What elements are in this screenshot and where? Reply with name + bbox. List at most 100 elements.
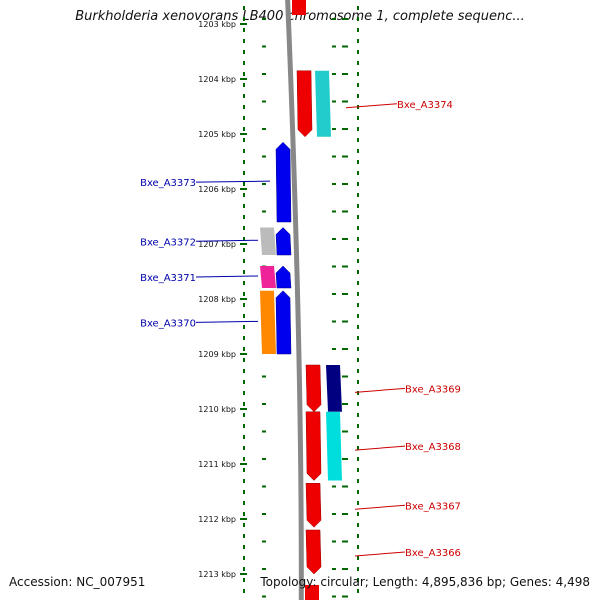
inner-tick-mark <box>262 100 266 103</box>
ruler-label: 1207 kbp <box>198 240 236 249</box>
inner-tick-mark <box>332 540 336 543</box>
left-border-dot <box>243 358 245 362</box>
right-border-dot <box>357 391 359 395</box>
right-border-dot <box>357 314 359 318</box>
left-border-dot <box>243 501 245 505</box>
inner-tick-mark <box>342 128 348 130</box>
gene-arrow-reverse <box>275 265 292 289</box>
right-border-dot <box>357 578 359 582</box>
left-border-dot <box>243 160 245 164</box>
ruler-tick <box>240 463 247 465</box>
left-border-dot <box>243 347 245 351</box>
gene-leader-line <box>354 445 406 451</box>
gene-leader-line <box>195 275 259 278</box>
right-border-dot <box>357 149 359 153</box>
left-border-dot <box>243 127 245 131</box>
ruler-tick <box>240 23 247 25</box>
left-border-dot <box>243 237 245 241</box>
right-border-dot <box>357 501 359 505</box>
accession-text: Accession: NC_007951 <box>9 575 146 589</box>
left-border-dot <box>243 28 245 32</box>
right-border-dot <box>357 237 359 241</box>
inner-tick-mark <box>342 73 348 75</box>
inner-tick-mark <box>262 18 266 20</box>
left-border-dot <box>243 523 245 527</box>
inner-tick-mark <box>332 238 336 240</box>
ruler-tick <box>240 408 247 410</box>
inner-tick-mark <box>332 513 336 515</box>
ruler-label: 1208 kbp <box>198 295 236 304</box>
right-border-dot <box>357 303 359 307</box>
gene-label: Bxe_A3370 <box>140 318 196 329</box>
inner-tick-mark <box>342 485 348 488</box>
feature-blocks <box>260 70 342 481</box>
feature-block <box>260 227 276 255</box>
inner-tick-mark <box>342 210 348 213</box>
gene-label: Bxe_A3368 <box>405 442 461 453</box>
inner-tick-mark <box>262 128 266 130</box>
left-border-dot <box>243 314 245 318</box>
left-border-dot <box>243 578 245 582</box>
inner-tick-mark <box>342 45 348 48</box>
inner-tick-mark <box>342 265 348 268</box>
right-border-dot <box>357 61 359 65</box>
right-border-dot <box>357 50 359 54</box>
inner-tick-mark <box>332 320 336 323</box>
right-border-dot <box>357 72 359 76</box>
right-border-dot <box>357 182 359 186</box>
left-border-dot <box>243 446 245 450</box>
ruler-tick <box>240 78 247 80</box>
gene-label: Bxe_A3372 <box>140 237 196 248</box>
inner-tick-mark <box>332 45 336 48</box>
ruler-label: 1205 kbp <box>198 130 236 139</box>
left-border-dot <box>243 83 245 87</box>
inner-tick-mark <box>342 183 348 185</box>
left-border-dot <box>243 138 245 142</box>
right-border-dot <box>357 457 359 461</box>
right-border-dot <box>357 138 359 142</box>
right-border-dot <box>357 83 359 87</box>
inner-tick-mark <box>342 430 348 433</box>
right-border-dot <box>357 28 359 32</box>
right-border-dot <box>357 589 359 593</box>
inner-tick-mark <box>342 18 348 20</box>
gene-label: Bxe_A3369 <box>405 384 461 395</box>
left-border-dot <box>243 292 245 296</box>
ruler-tick <box>240 573 247 575</box>
ruler-label: 1212 kbp <box>198 515 236 524</box>
inner-tick-mark <box>262 73 266 75</box>
left-border-dot <box>243 545 245 549</box>
ruler-label: 1210 kbp <box>198 405 236 414</box>
left-border-dot <box>243 325 245 329</box>
inner-tick-mark <box>332 155 336 158</box>
inner-tick-mark <box>262 568 266 570</box>
left-border-dot <box>243 226 245 230</box>
left-border-dot <box>243 413 245 417</box>
inner-tick-mark <box>342 540 348 543</box>
inner-tick-mark <box>332 100 336 103</box>
right-border-dot <box>357 281 359 285</box>
left-border-dot <box>243 468 245 472</box>
right-border-dot <box>357 171 359 175</box>
backbone-line <box>285 0 304 600</box>
left-border-dot <box>243 61 245 65</box>
feature-block <box>315 70 331 137</box>
inner-tick-mark <box>262 210 266 213</box>
feature-block <box>260 266 276 288</box>
right-border-dot <box>357 259 359 263</box>
right-border-dot <box>357 6 359 10</box>
right-border-dot <box>357 215 359 219</box>
ruler-ticks: 1203 kbp 1204 kbp 1205 kbp 1206 kbp 1207 kbp… <box>198 20 247 579</box>
right-border-dot <box>357 127 359 131</box>
left-border-dot <box>243 116 245 120</box>
gene-arrow-forward <box>305 364 322 413</box>
inner-tick-mark <box>332 568 336 570</box>
right-border-dot <box>357 248 359 252</box>
right-border-dot <box>357 292 359 296</box>
left-border-dot <box>243 248 245 252</box>
right-border-dot <box>357 39 359 43</box>
gene-label: Bxe_A3373 <box>140 178 196 189</box>
inner-tick-mark <box>342 513 348 515</box>
right-border-dot <box>357 424 359 428</box>
